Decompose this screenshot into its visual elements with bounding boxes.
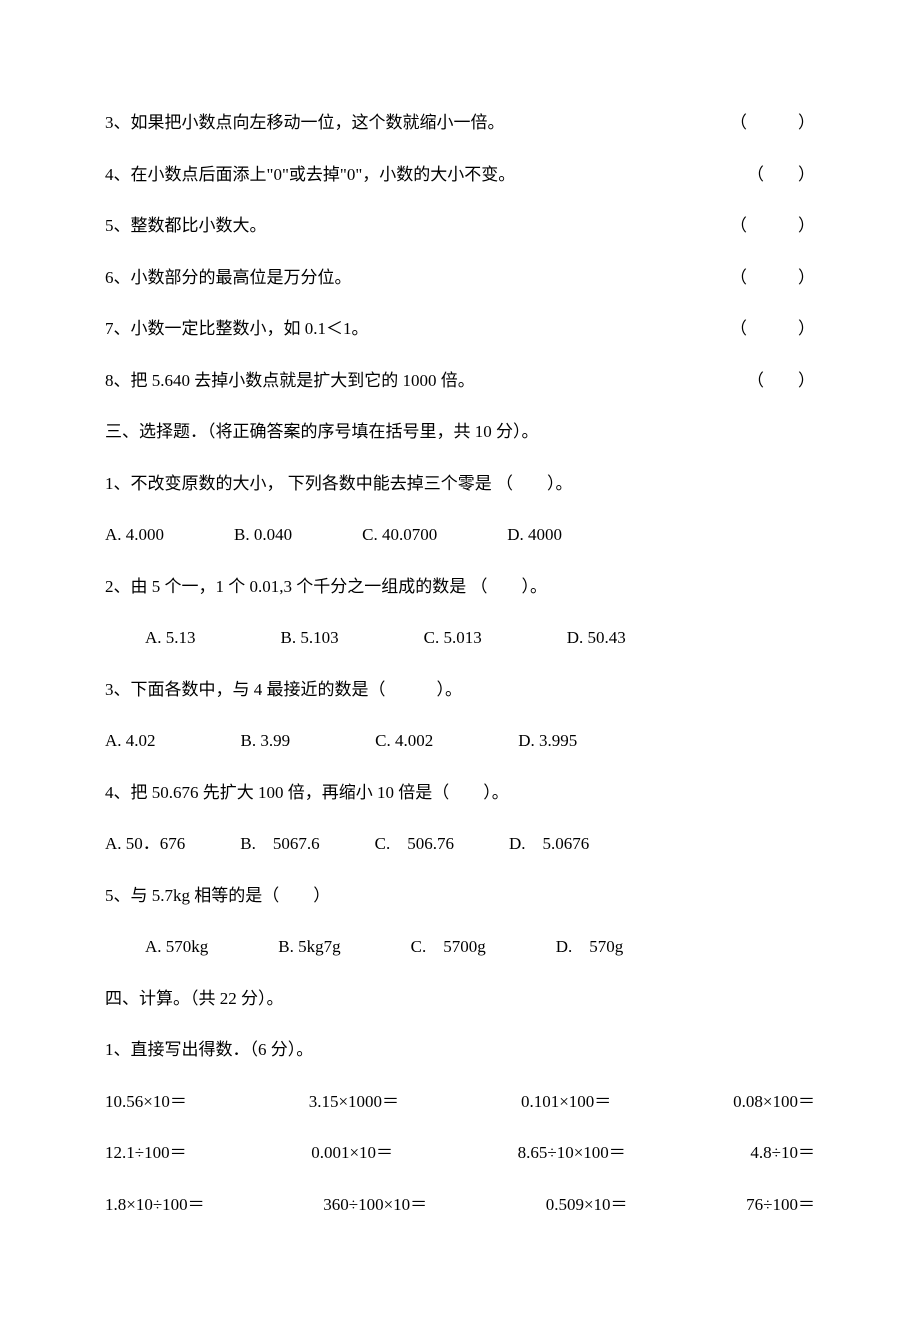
- mc-q1-a[interactable]: A. 4.000: [105, 522, 164, 548]
- tf-q6-text: 6、小数部分的最高位是万分位。: [105, 265, 730, 291]
- mc-q5-c[interactable]: C. 5700g: [411, 934, 486, 960]
- tf-q6-paren[interactable]: （ ）: [730, 265, 815, 291]
- calc-r1-a: 10.56×10＝: [105, 1089, 187, 1115]
- mc-q2-d[interactable]: D. 50.43: [567, 625, 626, 651]
- tf-q8-text: 8、把 5.640 去掉小数点就是扩大到它的 1000 倍。: [105, 368, 747, 394]
- calc-r3-d: 76÷100＝: [746, 1192, 815, 1218]
- mc-q3-choices: A. 4.02 B. 3.99 C. 4.002 D. 3.995: [105, 728, 815, 754]
- section-3-title: 三、选择题．（将正确答案的序号填在括号里，共 10 分）。: [105, 419, 815, 445]
- tf-question-7: 7、小数一定比整数小，如 0.1＜1。 （ ）: [105, 316, 815, 342]
- calc-row-2: 12.1÷100＝ 0.001×10＝ 8.65÷10×100＝ 4.8÷10＝: [105, 1140, 815, 1166]
- mc-q4-c[interactable]: C. 506.76: [375, 831, 454, 857]
- calc-r2-a: 12.1÷100＝: [105, 1140, 187, 1166]
- mc-q5-a[interactable]: A. 570kg: [145, 934, 208, 960]
- tf-q3-paren[interactable]: （ ）: [730, 110, 815, 136]
- calc-row-3: 1.8×10÷100＝ 360÷100×10＝ 0.509×10＝ 76÷100…: [105, 1192, 815, 1218]
- mc-q1-text: 1、不改变原数的大小， 下列各数中能去掉三个零是 （ ）。: [105, 471, 815, 497]
- tf-question-5: 5、整数都比小数大。 （ ）: [105, 213, 815, 239]
- mc-q4-choices: A. 50．676 B. 5067.6 C. 506.76 D. 5.0676: [105, 831, 815, 857]
- mc-q2-a[interactable]: A. 5.13: [145, 625, 196, 651]
- tf-q4-text: 4、在小数点后面添上"0"或去掉"0"，小数的大小不变。: [105, 162, 747, 188]
- calc-r1-c: 0.101×100＝: [521, 1089, 611, 1115]
- calc-r1-d: 0.08×100＝: [733, 1089, 815, 1115]
- mc-q4-a[interactable]: A. 50．676: [105, 831, 185, 857]
- mc-q1-choices: A. 4.000 B. 0.040 C. 40.0700 D. 4000: [105, 522, 815, 548]
- tf-q7-paren[interactable]: （ ）: [730, 316, 815, 342]
- tf-q3-text: 3、如果把小数点向左移动一位，这个数就缩小一倍。: [105, 110, 730, 136]
- mc-q3-a[interactable]: A. 4.02: [105, 728, 156, 754]
- calc-r2-b: 0.001×10＝: [311, 1140, 393, 1166]
- tf-q5-text: 5、整数都比小数大。: [105, 213, 730, 239]
- mc-q2-c[interactable]: C. 5.013: [424, 625, 482, 651]
- tf-q4-paren[interactable]: （ ）: [747, 162, 815, 188]
- tf-question-4: 4、在小数点后面添上"0"或去掉"0"，小数的大小不变。 （ ）: [105, 162, 815, 188]
- calc-r3-b: 360÷100×10＝: [323, 1192, 427, 1218]
- tf-q5-paren[interactable]: （ ）: [730, 213, 815, 239]
- mc-q3-text: 3、下面各数中，与 4 最接近的数是（ ）。: [105, 677, 815, 703]
- mc-q1-d[interactable]: D. 4000: [507, 522, 562, 548]
- mc-q1-b[interactable]: B. 0.040: [234, 522, 292, 548]
- tf-question-6: 6、小数部分的最高位是万分位。 （ ）: [105, 265, 815, 291]
- mc-q4-b[interactable]: B. 5067.6: [240, 831, 319, 857]
- mc-q5-d[interactable]: D. 570g: [556, 934, 624, 960]
- calc-r2-d: 4.8÷10＝: [750, 1140, 815, 1166]
- calc-r3-c: 0.509×10＝: [546, 1192, 628, 1218]
- mc-q5-choices: A. 570kg B. 5kg7g C. 5700g D. 570g: [105, 934, 815, 960]
- mc-q2-text: 2、由 5 个一，1 个 0.01,3 个千分之一组成的数是 （ ）。: [105, 574, 815, 600]
- mc-q5-b[interactable]: B. 5kg7g: [278, 934, 340, 960]
- mc-q4-text: 4、把 50.676 先扩大 100 倍，再缩小 10 倍是（ ）。: [105, 780, 815, 806]
- mc-q3-d[interactable]: D. 3.995: [518, 728, 577, 754]
- mc-q2-b[interactable]: B. 5.103: [281, 625, 339, 651]
- tf-question-3: 3、如果把小数点向左移动一位，这个数就缩小一倍。 （ ）: [105, 110, 815, 136]
- tf-question-8: 8、把 5.640 去掉小数点就是扩大到它的 1000 倍。 （ ）: [105, 368, 815, 394]
- mc-q4-d[interactable]: D. 5.0676: [509, 831, 589, 857]
- calc-r1-b: 3.15×1000＝: [309, 1089, 399, 1115]
- mc-q2-choices: A. 5.13 B. 5.103 C. 5.013 D. 50.43: [105, 625, 815, 651]
- mc-q1-c[interactable]: C. 40.0700: [362, 522, 437, 548]
- tf-q8-paren[interactable]: （ ）: [747, 368, 815, 394]
- mc-q3-c[interactable]: C. 4.002: [375, 728, 433, 754]
- calc-row-1: 10.56×10＝ 3.15×1000＝ 0.101×100＝ 0.08×100…: [105, 1089, 815, 1115]
- tf-q7-text: 7、小数一定比整数小，如 0.1＜1。: [105, 316, 730, 342]
- section-4-title: 四、计算。（共 22 分）。: [105, 986, 815, 1012]
- calc-r3-a: 1.8×10÷100＝: [105, 1192, 205, 1218]
- calc-r2-c: 8.65÷10×100＝: [518, 1140, 626, 1166]
- mc-q3-b[interactable]: B. 3.99: [241, 728, 291, 754]
- mc-q5-text: 5、与 5.7kg 相等的是（ ）: [105, 883, 815, 909]
- calc-q1-text: 1、直接写出得数．（6 分）。: [105, 1037, 815, 1063]
